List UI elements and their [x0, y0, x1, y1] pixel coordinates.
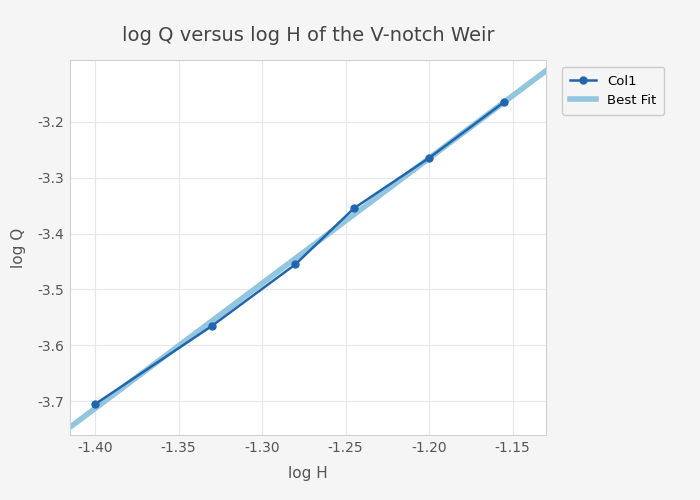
X-axis label: log H: log H: [288, 466, 328, 480]
Title: log Q versus log H of the V-notch Weir: log Q versus log H of the V-notch Weir: [122, 26, 494, 44]
Col1: [291, 262, 300, 268]
Best Fit: [348, 213, 356, 219]
Col1: [208, 323, 216, 329]
Col1: [500, 99, 508, 105]
Col1: [91, 401, 99, 407]
Line: Col1: Col1: [92, 98, 507, 407]
Best Fit: [542, 68, 550, 74]
Best Fit: [497, 101, 505, 107]
Best Fit: [349, 212, 358, 218]
Col1: [350, 206, 358, 212]
Line: Best Fit: Best Fit: [70, 71, 546, 427]
Best Fit: [467, 124, 475, 130]
Legend: Col1, Best Fit: Col1, Best Fit: [562, 66, 664, 115]
Best Fit: [67, 423, 76, 429]
Y-axis label: log Q: log Q: [11, 228, 27, 268]
Col1: [425, 155, 433, 161]
Best Fit: [66, 424, 74, 430]
Best Fit: [357, 206, 365, 212]
